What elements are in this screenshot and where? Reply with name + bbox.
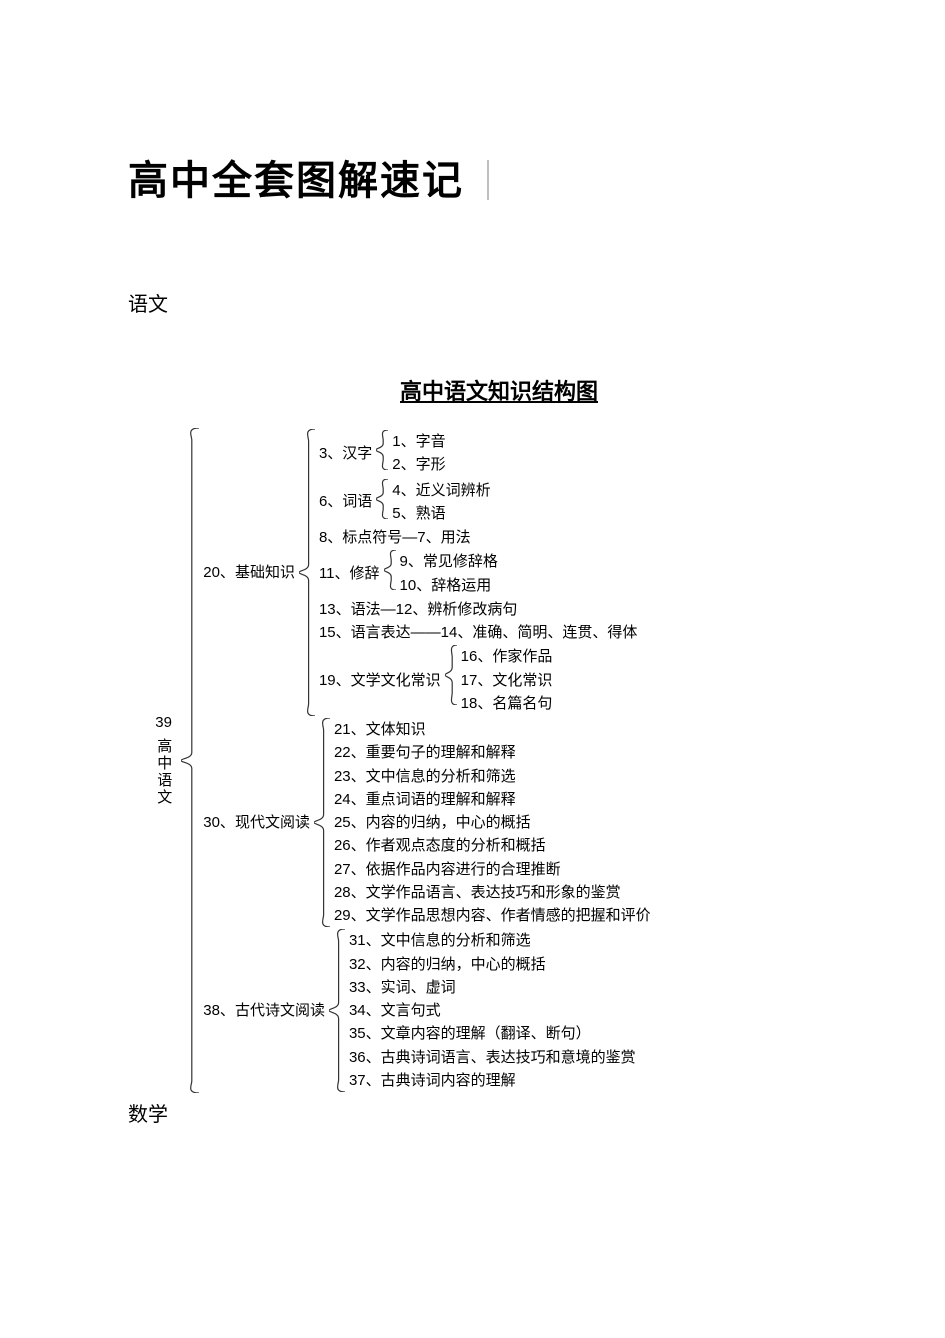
node-jichu-num: 20、 (203, 564, 235, 581)
leaf: 18、名篇名句 (461, 692, 553, 715)
leaf: 35、文章内容的理解（翻译、断句） (349, 1022, 636, 1045)
leaf: 28、文学作品语言、表达技巧和形象的鉴赏 (334, 881, 651, 904)
node-gudai: 38、古代诗文阅读 31、文中信息的分析和筛选32、内容的归纳，中心的概括33、… (203, 929, 650, 1092)
sub-node: 19、文学文化常识 16、作家作品17、文化常识18、名篇名句 (319, 645, 637, 715)
leaf: 37、古典诗词内容的理解 (349, 1069, 636, 1092)
leaf: 2、字形 (392, 453, 445, 476)
node-xiandai-label: 30、现代文阅读 (203, 811, 310, 834)
diagram-title: 高中语文知识结构图 (400, 374, 598, 406)
section-label-yuwen: 语文 (128, 288, 168, 317)
leaf: 25、内容的归纳，中心的概括 (334, 811, 651, 834)
page-title-text: 高中全套图解速记 (128, 159, 464, 203)
leaf: 5、熟语 (392, 502, 490, 525)
leaf: 15、语言表达——14、准确、简明、连贯、得体 (319, 621, 637, 644)
sub-children: 1、字音2、字形 (392, 430, 445, 477)
brace-small (445, 645, 457, 705)
leaf: 33、实词、虚词 (349, 976, 636, 999)
leaf: 4、近义词辨析 (392, 479, 490, 502)
sub-node-label: 11、修辞 (319, 562, 380, 585)
sub-node-label: 19、文学文化常识 (319, 669, 441, 692)
brace-root (181, 428, 199, 1093)
xiandai-children: 21、文体知识22、重要句子的理解和解释23、文中信息的分析和筛选24、重点词语… (334, 718, 651, 927)
brace-small (384, 550, 396, 590)
leaf: 10、辞格运用 (400, 574, 498, 597)
leaf: 24、重点词语的理解和解释 (334, 788, 651, 811)
leaf: 36、古典诗词语言、表达技巧和意境的鉴赏 (349, 1046, 636, 1069)
brace-small (376, 479, 388, 519)
node-gudai-text: 古代诗文阅读 (235, 1002, 325, 1019)
leaf: 16、作家作品 (461, 645, 553, 668)
sub-children: 9、常见修辞格10、辞格运用 (400, 550, 498, 597)
brace-gudai (329, 929, 345, 1092)
leaf: 17、文化常识 (461, 669, 553, 692)
node-xiandai-text: 现代文阅读 (235, 814, 310, 831)
brace-xiandai (314, 718, 330, 927)
leaf: 26、作者观点态度的分析和概括 (334, 834, 651, 857)
leaf: 1、字音 (392, 430, 445, 453)
leaf: 27、依据作品内容进行的合理推断 (334, 858, 651, 881)
leaf: 21、文体知识 (334, 718, 651, 741)
section-label-shuxue: 数学 (128, 1098, 168, 1127)
brace-small (376, 430, 388, 470)
page: 高中全套图解速记 语文 高中语文知识结构图 39 高中语文 20、基础知识 (0, 0, 945, 1338)
leaf: 23、文中信息的分析和筛选 (334, 765, 651, 788)
knowledge-tree: 39 高中语文 20、基础知识 3、汉字 1、字音2、字形6、词语 4、近义词辨… (150, 428, 651, 1093)
node-xiandai-num: 30、 (203, 814, 235, 831)
sub-node-label: 6、词语 (319, 490, 372, 513)
sub-node: 11、修辞 9、常见修辞格10、辞格运用 (319, 550, 637, 597)
root-label-block: 39 高中语文 (150, 711, 177, 810)
node-jichu: 20、基础知识 3、汉字 1、字音2、字形6、词语 4、近义词辨析5、熟语8、标… (203, 429, 650, 716)
sub-node: 6、词语 4、近义词辨析5、熟语 (319, 479, 637, 526)
sub-node-label: 3、汉字 (319, 442, 372, 465)
leaf: 13、语法—12、辨析修改病句 (319, 598, 637, 621)
node-jichu-text: 基础知识 (235, 564, 295, 581)
root-node: 39 高中语文 20、基础知识 3、汉字 1、字音2、字形6、词语 4、近义词辨… (150, 428, 651, 1093)
node-gudai-num: 38、 (203, 1002, 235, 1019)
leaf: 29、文学作品思想内容、作者情感的把握和评价 (334, 904, 651, 927)
leaf: 34、文言句式 (349, 999, 636, 1022)
leaf: 32、内容的归纳，中心的概括 (349, 953, 636, 976)
sub-node: 3、汉字 1、字音2、字形 (319, 430, 637, 477)
node-jichu-label: 20、基础知识 (203, 561, 295, 584)
page-title: 高中全套图解速记 (128, 148, 489, 206)
sub-children: 4、近义词辨析5、熟语 (392, 479, 490, 526)
brace-jichu (299, 429, 315, 716)
leaf: 8、标点符号—7、用法 (319, 526, 637, 549)
level1-column: 20、基础知识 3、汉字 1、字音2、字形6、词语 4、近义词辨析5、熟语8、标… (203, 428, 650, 1093)
leaf: 22、重要句子的理解和解释 (334, 741, 651, 764)
root-num: 39 (150, 711, 177, 734)
sub-children: 16、作家作品17、文化常识18、名篇名句 (461, 645, 553, 715)
gudai-children: 31、文中信息的分析和筛选32、内容的归纳，中心的概括33、实词、虚词34、文言… (349, 929, 636, 1092)
node-gudai-label: 38、古代诗文阅读 (203, 999, 325, 1022)
root-label: 高中语文 (150, 734, 177, 810)
leaf: 9、常见修辞格 (400, 550, 498, 573)
leaf: 31、文中信息的分析和筛选 (349, 929, 636, 952)
cursor-mark (487, 160, 489, 200)
node-xiandai: 30、现代文阅读 21、文体知识22、重要句子的理解和解释23、文中信息的分析和… (203, 718, 650, 927)
jichu-children: 3、汉字 1、字音2、字形6、词语 4、近义词辨析5、熟语8、标点符号—7、用法… (319, 429, 637, 716)
